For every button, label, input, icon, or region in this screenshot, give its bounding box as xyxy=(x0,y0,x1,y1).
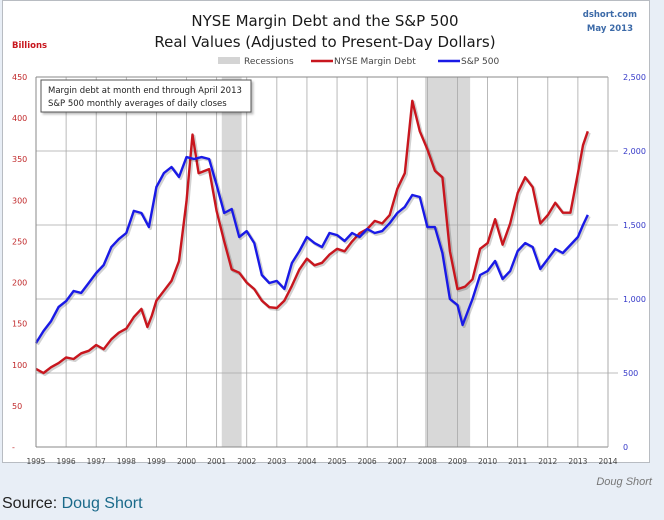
source-caption: Source: Doug Short xyxy=(2,495,143,513)
chart-frame: Recessions NYSE Margin Debt S&P 500 1995 19… xyxy=(2,0,650,464)
margin-debt-line xyxy=(35,99,589,375)
legend-label-margin-debt: NYSE Margin Debt xyxy=(334,57,416,67)
chart-title: NYSE Margin Debt and the S&P 500 xyxy=(191,12,458,30)
legend-label-sp500: S&P 500 xyxy=(461,57,499,67)
x-tick-label: 2010 xyxy=(478,457,497,464)
chart-credit: Doug Short xyxy=(596,476,652,488)
legend-label-recessions: Recessions xyxy=(244,57,294,67)
left-tick-label: 50 xyxy=(12,402,22,411)
x-tick-label: 2014 xyxy=(598,457,617,464)
x-tick-label: 2002 xyxy=(237,457,256,464)
left-tick-label: 150 xyxy=(12,320,27,329)
source-label: dshort.com xyxy=(583,10,637,20)
left-tick-label: 400 xyxy=(12,114,27,123)
chart: Recessions NYSE Margin Debt S&P 500 1995 19… xyxy=(12,10,646,464)
annotation-line-1: Margin debt at month end through April 2… xyxy=(48,86,242,96)
chart-subtitle: Real Values (Adjusted to Present-Day Dol… xyxy=(154,33,495,51)
source-link[interactable]: Doug Short xyxy=(61,495,143,512)
right-tick-label: 1,500 xyxy=(623,221,646,230)
right-tick-label: 0 xyxy=(623,443,628,452)
left-tick-label: 200 xyxy=(12,279,27,288)
sp500-shadow xyxy=(36,157,591,346)
left-tick-label: 300 xyxy=(12,196,27,205)
x-tick-label: 1996 xyxy=(57,457,76,464)
x-tick-label: 2000 xyxy=(177,457,196,464)
x-tick-label: 2006 xyxy=(358,457,377,464)
legend-swatch-recessions xyxy=(218,57,240,64)
right-tick-label: 2,500 xyxy=(623,73,646,82)
x-tick-label: 2001 xyxy=(207,457,226,464)
recession-band xyxy=(221,77,242,447)
x-tick-label: 1998 xyxy=(117,457,136,464)
x-tick-label: 2007 xyxy=(388,457,407,464)
left-tick-label: 450 xyxy=(12,73,27,82)
left-tick-label: 250 xyxy=(12,237,27,246)
x-tick-label: 2008 xyxy=(418,457,437,464)
sp500-line xyxy=(34,155,589,344)
x-tick-label: 2009 xyxy=(448,457,467,464)
right-tick-label: 500 xyxy=(623,369,638,378)
left-axis-label: Billions xyxy=(12,41,47,51)
source-prefix: Source: xyxy=(2,495,62,512)
x-tick-label: 2005 xyxy=(328,457,347,464)
left-tick-label: - xyxy=(12,443,15,452)
right-tick-label: 1,000 xyxy=(623,295,646,304)
x-tick-label: 1995 xyxy=(26,457,45,464)
x-tick-label: 2004 xyxy=(297,457,316,464)
x-tick-label: 1997 xyxy=(87,457,106,464)
date-label: May 2013 xyxy=(587,24,633,34)
x-tick-label: 2011 xyxy=(508,457,527,464)
left-tick-label: 350 xyxy=(12,155,27,164)
right-tick-label: 2,000 xyxy=(623,147,646,156)
left-tick-label: 100 xyxy=(12,361,27,370)
x-tick-label: 1999 xyxy=(147,457,166,464)
annotation-box: Margin debt at month end through April 2… xyxy=(40,79,252,113)
recession-band xyxy=(424,77,471,447)
x-tick-label: 2003 xyxy=(267,457,286,464)
x-tick-label: 2013 xyxy=(568,457,587,464)
x-tick-label: 2012 xyxy=(538,457,557,464)
annotation-line-2: S&P 500 monthly averages of daily closes xyxy=(48,99,227,109)
